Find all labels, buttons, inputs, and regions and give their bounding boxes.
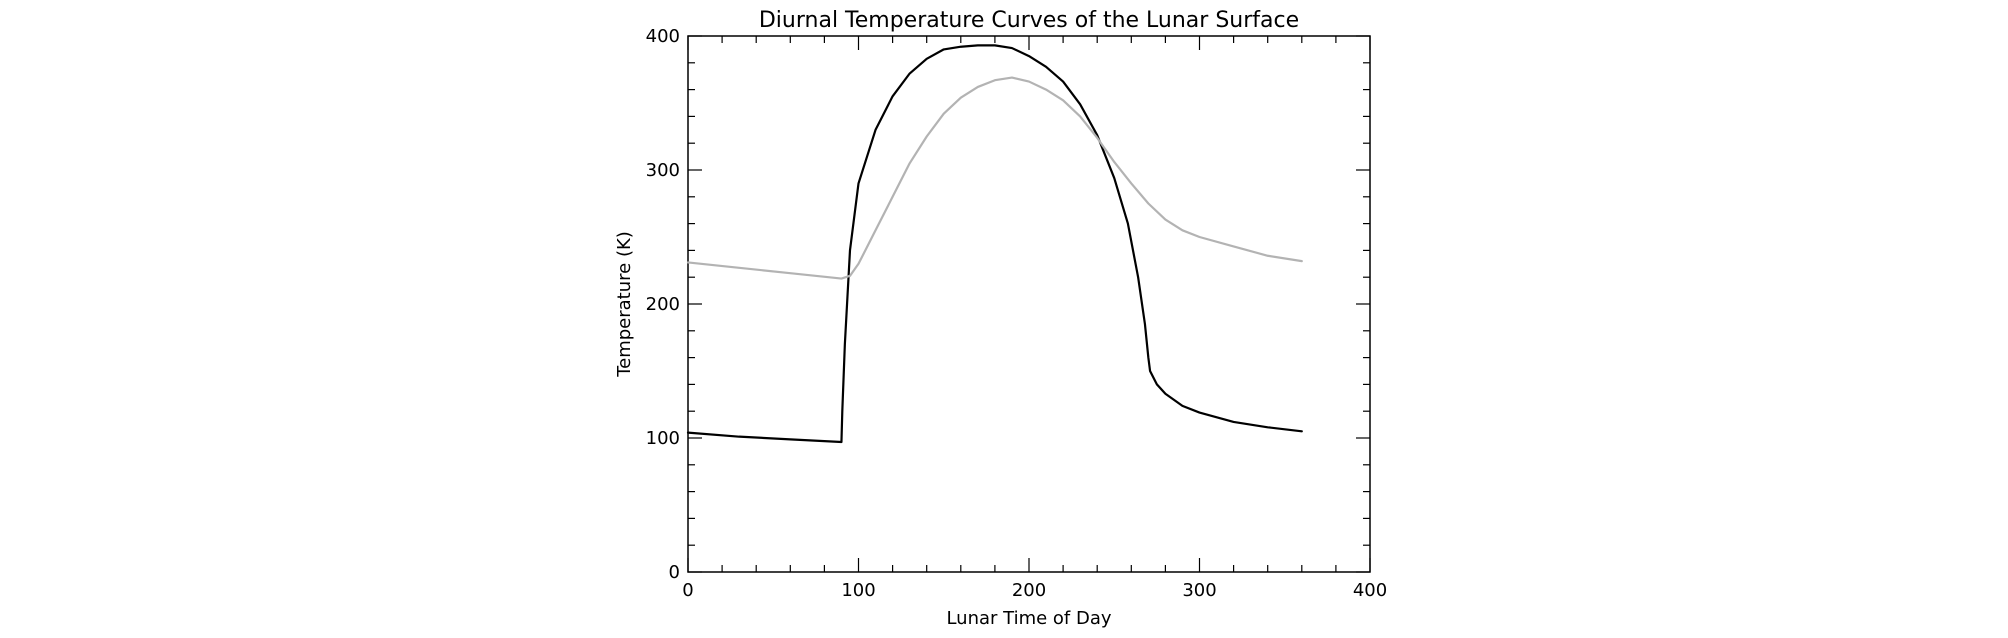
series-line-2 bbox=[686, 76, 1303, 280]
y-tick-label: 200 bbox=[646, 294, 680, 315]
x-tick-label: 400 bbox=[1353, 580, 1387, 601]
x-tick-label: 100 bbox=[841, 580, 875, 601]
tick-labels: 0 100 200 300 400 0 100 200 300 400 bbox=[646, 26, 1388, 601]
y-tick-label: 400 bbox=[646, 26, 680, 47]
axis-ticks bbox=[687, 35, 1371, 573]
y-axis-label: Temperature (K) bbox=[614, 231, 635, 378]
y-tick-label: 100 bbox=[646, 428, 680, 449]
x-axis-label: Lunar Time of Day bbox=[946, 608, 1111, 629]
series-line-1 bbox=[686, 44, 1303, 444]
chart-title: Diurnal Temperature Curves of the Lunar … bbox=[759, 8, 1299, 33]
x-tick-label: 200 bbox=[1012, 580, 1046, 601]
x-tick-label: 0 bbox=[682, 580, 693, 601]
y-tick-label: 300 bbox=[646, 160, 680, 181]
series-group bbox=[686, 44, 1303, 444]
x-tick-label: 300 bbox=[1182, 580, 1216, 601]
y-tick-label: 0 bbox=[669, 562, 680, 583]
plot-frame bbox=[687, 35, 1371, 573]
plot-border bbox=[687, 35, 1371, 573]
